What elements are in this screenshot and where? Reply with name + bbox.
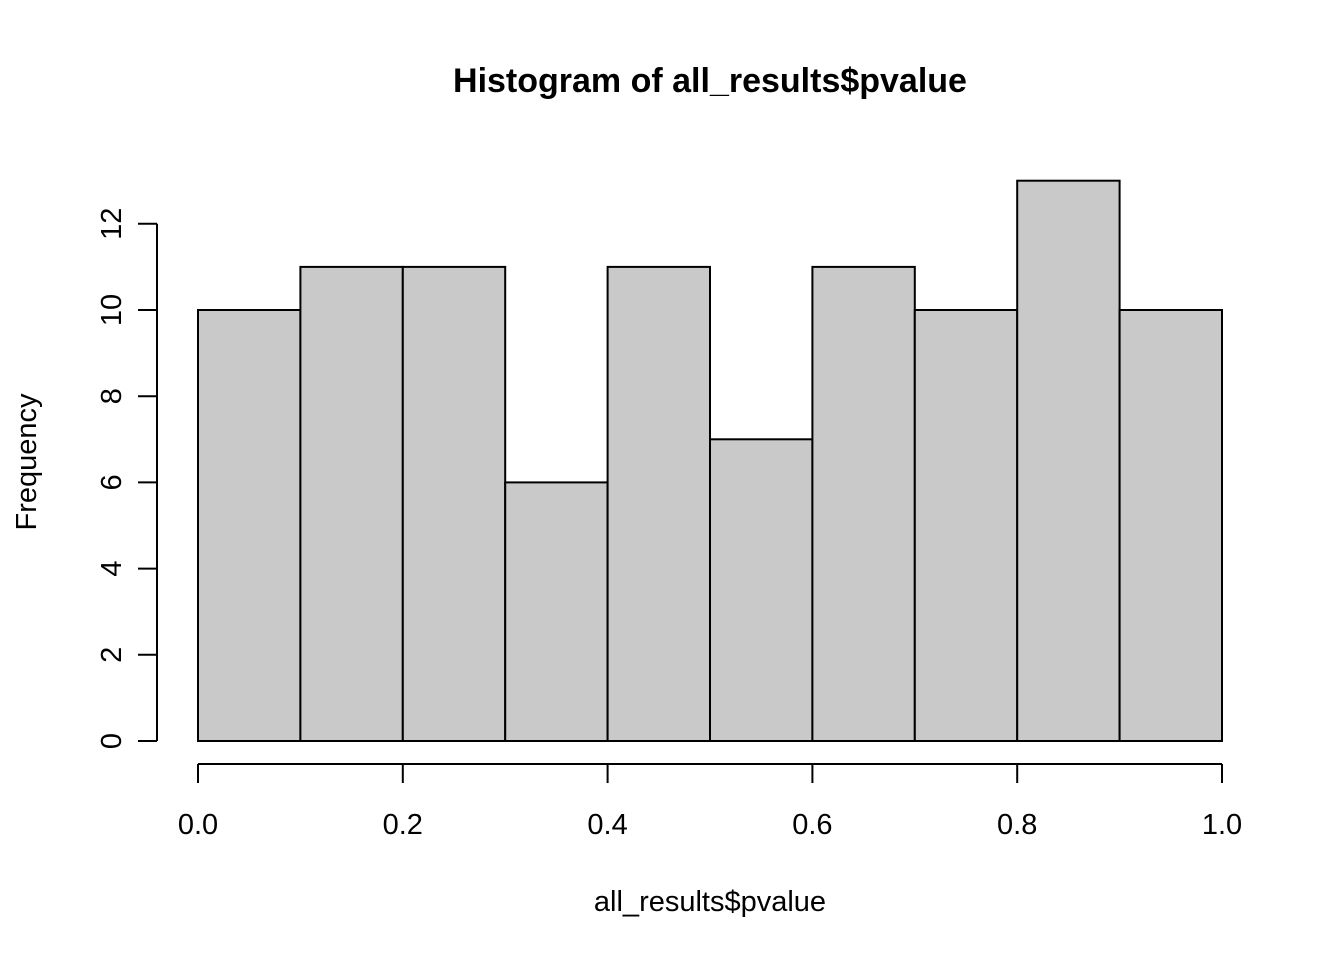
x-tick-label-0.6: 0.6 — [792, 809, 832, 841]
x-tick-label-0.0: 0.0 — [178, 809, 218, 841]
x-axis-label: all_results$pvalue — [594, 886, 826, 918]
histogram-bar-7 — [913, 309, 1019, 742]
y-tick-label-0: 0 — [96, 733, 128, 749]
histogram-bar-0 — [197, 309, 302, 742]
histogram-bar-4 — [606, 265, 711, 742]
bars-group — [197, 179, 1223, 742]
x-tick-label-1.0: 1.0 — [1202, 809, 1242, 841]
histogram-bar-3 — [504, 481, 609, 742]
y-axis-label: Frequency — [11, 393, 43, 531]
y-tick-label-8: 8 — [96, 388, 128, 404]
histogram-bar-8 — [1016, 179, 1121, 742]
y-tick-label-2: 2 — [96, 647, 128, 663]
y-tick-label-6: 6 — [96, 474, 128, 490]
chart-title: Histogram of all_results$pvalue — [453, 62, 967, 100]
y-axis: 0 2 4 6 8 10 12 — [96, 208, 158, 749]
x-tick-label-0.2: 0.2 — [383, 809, 423, 841]
x-axis: 0.0 0.2 0.4 0.6 0.8 1.0 — [178, 763, 1242, 841]
histogram-bar-2 — [401, 265, 507, 742]
y-tick-label-4: 4 — [96, 561, 128, 577]
x-tick-label-0.8: 0.8 — [997, 809, 1037, 841]
y-tick-label-12: 12 — [96, 208, 128, 240]
histogram-bar-1 — [299, 265, 404, 742]
histogram-bar-5 — [709, 438, 814, 742]
x-tick-label-0.4: 0.4 — [587, 809, 627, 841]
histogram-bar-6 — [811, 265, 916, 742]
y-tick-label-10: 10 — [96, 294, 128, 326]
histogram-bar-9 — [1118, 309, 1223, 742]
